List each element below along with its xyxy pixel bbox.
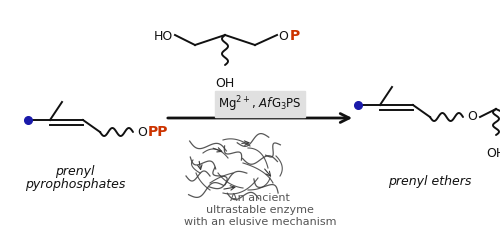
Text: An ancient: An ancient: [230, 193, 290, 203]
Text: O: O: [278, 30, 288, 43]
Text: OH: OH: [486, 147, 500, 160]
Text: P: P: [290, 29, 300, 43]
Text: HO: HO: [154, 31, 173, 44]
Text: with an elusive mechanism: with an elusive mechanism: [184, 217, 336, 227]
Text: PP: PP: [148, 125, 168, 139]
Ellipse shape: [188, 130, 288, 205]
Text: OH: OH: [216, 77, 234, 90]
Text: prenyl ethers: prenyl ethers: [388, 175, 471, 188]
Text: pyrophosphates: pyrophosphates: [25, 178, 125, 191]
Text: O: O: [137, 125, 147, 138]
Text: Mg$^{2+}$, $\it{Af}$G$_3$PS: Mg$^{2+}$, $\it{Af}$G$_3$PS: [218, 94, 302, 114]
Text: ultrastable enzyme: ultrastable enzyme: [206, 205, 314, 215]
Text: prenyl: prenyl: [55, 165, 95, 178]
Text: O: O: [467, 110, 477, 123]
